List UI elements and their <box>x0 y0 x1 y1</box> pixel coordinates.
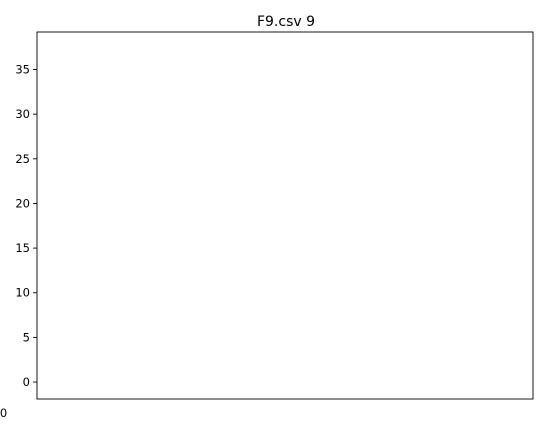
y-tick-label: 20 <box>15 196 30 210</box>
chart-title: F9.csv 9 <box>257 14 315 30</box>
y-tick-label: 0 <box>23 375 30 389</box>
y-tick-label: 5 <box>23 330 30 344</box>
plot-frame <box>36 31 534 400</box>
x-tick-label: 2700 <box>0 406 7 420</box>
y-tick-label: 25 <box>15 152 30 166</box>
y-tick-label: 30 <box>15 107 30 121</box>
x-axis: 2700280029003000310032003300 <box>0 406 7 420</box>
y-tick-label: 10 <box>15 286 30 300</box>
y-tick-label: 15 <box>15 241 30 255</box>
y-axis: 0 5 10 15 20 25 30 35 <box>15 63 37 389</box>
y-tick-label: 35 <box>15 63 30 77</box>
